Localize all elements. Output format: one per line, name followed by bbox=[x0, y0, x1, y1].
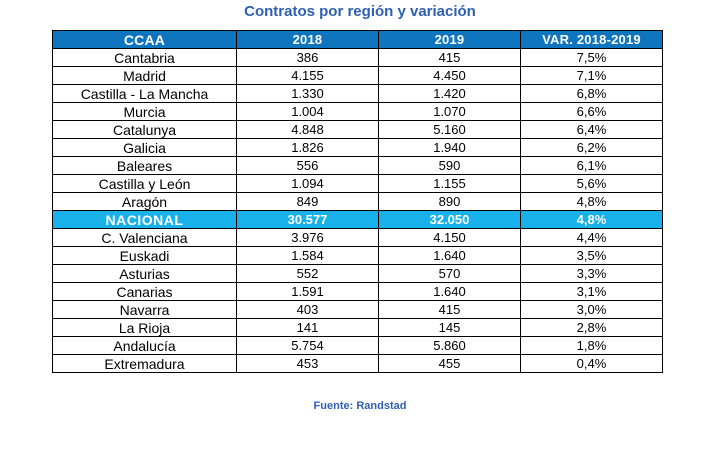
table-row: Aragón 849 890 4,8% bbox=[52, 192, 663, 211]
cell-2019: 32.050 bbox=[378, 210, 521, 229]
cell-region: Euskadi bbox=[52, 246, 237, 265]
table-row: Baleares 556 590 6,1% bbox=[52, 156, 663, 175]
cell-region: Extremadura bbox=[52, 354, 237, 373]
cell-2018: 1.591 bbox=[236, 282, 379, 301]
cell-2018: 386 bbox=[236, 48, 379, 67]
cell-region: C. Valenciana bbox=[52, 228, 237, 247]
cell-2018: 1.094 bbox=[236, 174, 379, 193]
table-row: Catalunya 4.848 5.160 6,4% bbox=[52, 120, 663, 139]
cell-2019: 455 bbox=[378, 354, 521, 373]
cell-region: Canarias bbox=[52, 282, 237, 301]
cell-2019: 5.860 bbox=[378, 336, 521, 355]
cell-region: Navarra bbox=[52, 300, 237, 319]
cell-variation: 4,8% bbox=[520, 192, 663, 211]
cell-2018: 552 bbox=[236, 264, 379, 283]
cell-region: Baleares bbox=[52, 156, 237, 175]
table-row: Castilla y León 1.094 1.155 5,6% bbox=[52, 174, 663, 193]
contracts-table: CCAA 2018 2019 VAR. 2018-2019 Cantabria 3… bbox=[52, 30, 663, 373]
cell-2019: 4.150 bbox=[378, 228, 521, 247]
cell-region: Castilla y León bbox=[52, 174, 237, 193]
cell-variation: 6,6% bbox=[520, 102, 663, 121]
cell-2019: 1.640 bbox=[378, 282, 521, 301]
cell-region: Cantabria bbox=[52, 48, 237, 67]
cell-region: Castilla - La Mancha bbox=[52, 84, 237, 103]
cell-2018: 403 bbox=[236, 300, 379, 319]
table-row: Murcia 1.004 1.070 6,6% bbox=[52, 102, 663, 121]
header-2018: 2018 bbox=[236, 30, 379, 49]
cell-2019: 1.940 bbox=[378, 138, 521, 157]
cell-variation: 7,5% bbox=[520, 48, 663, 67]
cell-2018: 1.330 bbox=[236, 84, 379, 103]
cell-2018: 1.826 bbox=[236, 138, 379, 157]
cell-2019: 4.450 bbox=[378, 66, 521, 85]
table-row: Castilla - La Mancha 1.330 1.420 6,8% bbox=[52, 84, 663, 103]
cell-variation: 4,8% bbox=[520, 210, 663, 229]
cell-variation: 7,1% bbox=[520, 66, 663, 85]
source-note: Fuente: Randstad bbox=[313, 400, 407, 412]
cell-variation: 1,8% bbox=[520, 336, 663, 355]
table-row: La Rioja 141 145 2,8% bbox=[52, 318, 663, 337]
table-row: Andalucía 5.754 5.860 1,8% bbox=[52, 336, 663, 355]
cell-2018: 1.004 bbox=[236, 102, 379, 121]
table-row-national: NACIONAL 30.577 32.050 4,8% bbox=[52, 210, 663, 229]
cell-2018: 453 bbox=[236, 354, 379, 373]
cell-variation: 2,8% bbox=[520, 318, 663, 337]
cell-2018: 5.754 bbox=[236, 336, 379, 355]
cell-2018: 4.848 bbox=[236, 120, 379, 139]
table-row: Madrid 4.155 4.450 7,1% bbox=[52, 66, 663, 85]
cell-variation: 6,8% bbox=[520, 84, 663, 103]
table-row: Navarra 403 415 3,0% bbox=[52, 300, 663, 319]
cell-variation: 4,4% bbox=[520, 228, 663, 247]
cell-variation: 5,6% bbox=[520, 174, 663, 193]
cell-2019: 415 bbox=[378, 48, 521, 67]
table-row: Asturias 552 570 3,3% bbox=[52, 264, 663, 283]
table-header-row: CCAA 2018 2019 VAR. 2018-2019 bbox=[52, 30, 663, 49]
cell-2019: 1.420 bbox=[378, 84, 521, 103]
cell-region: Murcia bbox=[52, 102, 237, 121]
cell-2019: 145 bbox=[378, 318, 521, 337]
cell-variation: 6,4% bbox=[520, 120, 663, 139]
cell-variation: 3,5% bbox=[520, 246, 663, 265]
table-row: Canarias 1.591 1.640 3,1% bbox=[52, 282, 663, 301]
cell-region: NACIONAL bbox=[52, 210, 237, 229]
table-body: Cantabria 386 415 7,5% Madrid 4.155 4.450 7,1% C… bbox=[52, 48, 663, 373]
table-row: Cantabria 386 415 7,5% bbox=[52, 48, 663, 67]
cell-region: Asturias bbox=[52, 264, 237, 283]
cell-region: Aragón bbox=[52, 192, 237, 211]
cell-region: La Rioja bbox=[52, 318, 237, 337]
table-title: Contratos por región y variación bbox=[244, 3, 476, 20]
table-row: C. Valenciana 3.976 4.150 4,4% bbox=[52, 228, 663, 247]
cell-variation: 0,4% bbox=[520, 354, 663, 373]
cell-2019: 1.155 bbox=[378, 174, 521, 193]
cell-2019: 5.160 bbox=[378, 120, 521, 139]
cell-region: Madrid bbox=[52, 66, 237, 85]
cell-region: Galicia bbox=[52, 138, 237, 157]
cell-variation: 6,1% bbox=[520, 156, 663, 175]
cell-2018: 30.577 bbox=[236, 210, 379, 229]
cell-variation: 3,0% bbox=[520, 300, 663, 319]
header-variation: VAR. 2018-2019 bbox=[520, 30, 663, 49]
cell-region: Andalucía bbox=[52, 336, 237, 355]
cell-variation: 3,3% bbox=[520, 264, 663, 283]
header-2019: 2019 bbox=[378, 30, 521, 49]
cell-2018: 849 bbox=[236, 192, 379, 211]
table-row: Euskadi 1.584 1.640 3,5% bbox=[52, 246, 663, 265]
cell-2018: 3.976 bbox=[236, 228, 379, 247]
cell-2018: 141 bbox=[236, 318, 379, 337]
cell-2019: 415 bbox=[378, 300, 521, 319]
cell-2019: 1.640 bbox=[378, 246, 521, 265]
cell-2019: 590 bbox=[378, 156, 521, 175]
cell-2019: 890 bbox=[378, 192, 521, 211]
header-ccaa: CCAA bbox=[52, 30, 237, 49]
cell-2018: 556 bbox=[236, 156, 379, 175]
cell-variation: 6,2% bbox=[520, 138, 663, 157]
cell-region: Catalunya bbox=[52, 120, 237, 139]
cell-2018: 4.155 bbox=[236, 66, 379, 85]
table-row: Galicia 1.826 1.940 6,2% bbox=[52, 138, 663, 157]
cell-variation: 3,1% bbox=[520, 282, 663, 301]
cell-2019: 1.070 bbox=[378, 102, 521, 121]
table-row: Extremadura 453 455 0,4% bbox=[52, 354, 663, 373]
cell-2018: 1.584 bbox=[236, 246, 379, 265]
cell-2019: 570 bbox=[378, 264, 521, 283]
